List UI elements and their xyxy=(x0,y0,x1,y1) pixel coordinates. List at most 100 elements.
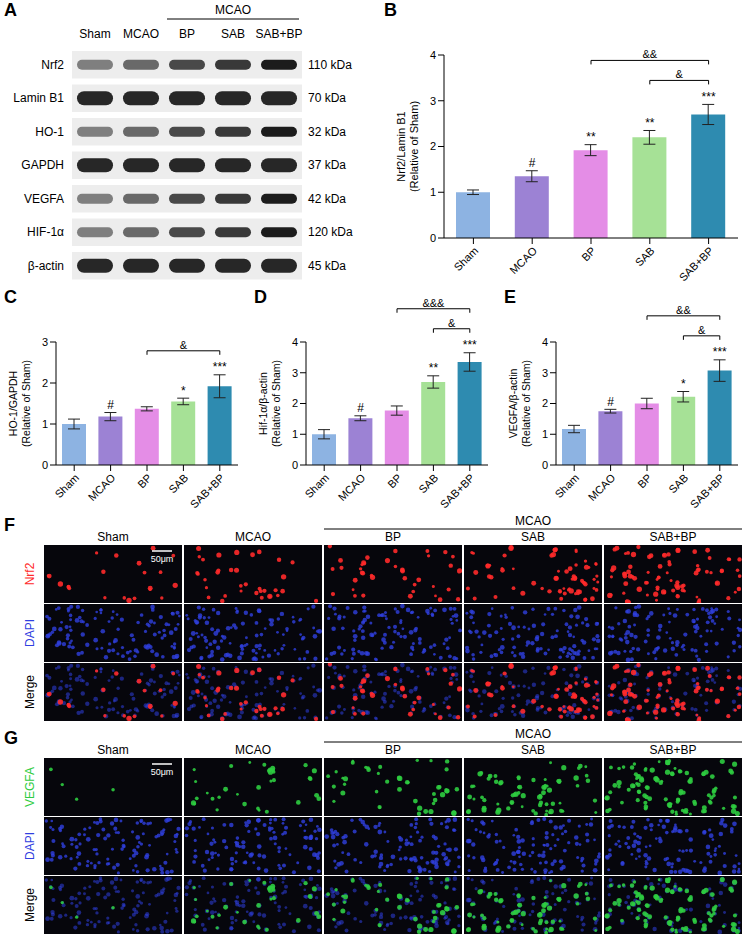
svg-text:2: 2 xyxy=(430,140,436,152)
svg-text:45 kDa: 45 kDa xyxy=(308,259,346,273)
svg-text:SAB+BP: SAB+BP xyxy=(649,743,696,757)
svg-text:F: F xyxy=(4,515,15,535)
svg-text:BP: BP xyxy=(635,471,654,490)
svg-text:120 kDa: 120 kDa xyxy=(308,225,353,239)
svg-text:β-actin: β-actin xyxy=(28,259,64,273)
svg-text:MCAO: MCAO xyxy=(235,743,271,757)
svg-text:BP: BP xyxy=(385,530,401,544)
svg-text:32 kDa: 32 kDa xyxy=(308,125,346,139)
svg-text:1: 1 xyxy=(42,418,48,430)
svg-text:(Relative of Sham): (Relative of Sham) xyxy=(20,360,32,447)
svg-text:3: 3 xyxy=(292,367,298,379)
svg-text:2: 2 xyxy=(292,397,298,409)
svg-text:(Relative of Sham): (Relative of Sham) xyxy=(270,360,282,447)
svg-text:Sham: Sham xyxy=(302,471,331,500)
svg-text:HO-1: HO-1 xyxy=(35,125,64,139)
svg-text:***: *** xyxy=(463,338,477,352)
svg-text:**: ** xyxy=(586,130,596,144)
svg-text:SAB: SAB xyxy=(416,471,440,495)
svg-text:(Relative of Sham): (Relative of Sham) xyxy=(408,101,420,192)
svg-text:MCAO: MCAO xyxy=(515,728,551,741)
svg-text:**: ** xyxy=(429,361,439,375)
svg-text:Sham: Sham xyxy=(97,530,128,544)
svg-text:SAB+BP: SAB+BP xyxy=(188,471,227,510)
svg-text:1: 1 xyxy=(542,428,548,440)
svg-text:MCAO: MCAO xyxy=(215,3,251,17)
svg-text:37 kDa: 37 kDa xyxy=(308,158,346,172)
svg-text:1: 1 xyxy=(292,428,298,440)
svg-text:50μm: 50μm xyxy=(151,554,174,564)
svg-text:SAB+BP: SAB+BP xyxy=(438,471,477,510)
svg-text:VEGFA: VEGFA xyxy=(24,192,64,206)
svg-text:BP: BP xyxy=(579,244,598,263)
svg-text:BP: BP xyxy=(135,471,154,490)
svg-text:&: & xyxy=(448,317,456,329)
svg-text:HO-1/GAPDH: HO-1/GAPDH xyxy=(7,371,19,436)
svg-text:SAB+BP: SAB+BP xyxy=(677,244,716,283)
svg-text:4: 4 xyxy=(542,336,548,348)
svg-text:***: *** xyxy=(213,360,227,374)
svg-text:**: ** xyxy=(645,116,655,130)
svg-text:BP: BP xyxy=(385,743,401,757)
svg-text:*: * xyxy=(181,384,186,398)
svg-text:MCAO: MCAO xyxy=(123,27,159,41)
svg-text:0: 0 xyxy=(42,459,48,471)
svg-text:2: 2 xyxy=(542,397,548,409)
svg-text:*: * xyxy=(681,377,686,391)
svg-text:G: G xyxy=(4,728,18,748)
svg-text:VEGFA/β-actin: VEGFA/β-actin xyxy=(507,369,519,439)
svg-text:Nrf2: Nrf2 xyxy=(41,58,64,72)
svg-text:BP: BP xyxy=(385,471,404,490)
svg-text:***: *** xyxy=(713,345,727,359)
svg-text:BP: BP xyxy=(179,27,195,41)
svg-text:&: & xyxy=(676,68,684,80)
svg-text:&: & xyxy=(180,339,188,351)
svg-text:&&&: &&& xyxy=(422,297,445,309)
svg-text:Sham: Sham xyxy=(79,27,110,41)
svg-text:&&: && xyxy=(642,48,657,60)
svg-text:SAB: SAB xyxy=(633,244,657,268)
svg-text:3: 3 xyxy=(42,336,48,348)
svg-text:3: 3 xyxy=(430,95,436,107)
svg-text:(Relative of Sham): (Relative of Sham) xyxy=(520,360,532,447)
svg-text:***: *** xyxy=(702,90,716,104)
svg-text:SAB: SAB xyxy=(166,471,190,495)
svg-text:#: # xyxy=(357,401,364,415)
svg-text:1: 1 xyxy=(430,186,436,198)
svg-text:Nrf2: Nrf2 xyxy=(23,562,37,585)
svg-text:Nrf2/Lamin B1: Nrf2/Lamin B1 xyxy=(395,111,407,181)
svg-text:MCAO: MCAO xyxy=(336,471,368,503)
svg-text:Lamin B1: Lamin B1 xyxy=(13,91,64,105)
svg-text:MCAO: MCAO xyxy=(515,515,551,528)
svg-text:MCAO: MCAO xyxy=(586,471,618,503)
svg-text:Sham: Sham xyxy=(52,471,81,500)
svg-text:0: 0 xyxy=(292,459,298,471)
svg-text:42 kDa: 42 kDa xyxy=(308,192,346,206)
svg-text:VEGFA: VEGFA xyxy=(23,767,37,807)
svg-text:HIF-1α: HIF-1α xyxy=(27,225,64,239)
svg-text:MCAO: MCAO xyxy=(235,530,271,544)
svg-text:Sham: Sham xyxy=(97,743,128,757)
svg-text:Hif-1α/β-actin: Hif-1α/β-actin xyxy=(257,372,269,435)
svg-text:SAB: SAB xyxy=(666,471,690,495)
svg-text:SAB: SAB xyxy=(521,530,545,544)
svg-text:#: # xyxy=(607,395,614,409)
svg-text:&: & xyxy=(698,324,706,336)
svg-text:Sham: Sham xyxy=(552,471,581,500)
svg-text:50μm: 50μm xyxy=(151,767,174,777)
svg-text:0: 0 xyxy=(430,232,436,244)
svg-text:Sham: Sham xyxy=(452,244,481,273)
svg-text:2: 2 xyxy=(42,377,48,389)
svg-text:DAPI: DAPI xyxy=(23,619,37,647)
svg-text:MCAO: MCAO xyxy=(86,471,118,503)
svg-text:Merge: Merge xyxy=(23,888,37,922)
svg-text:Merge: Merge xyxy=(23,675,37,709)
svg-text:DAPI: DAPI xyxy=(23,832,37,860)
svg-text:SAB+BP: SAB+BP xyxy=(688,471,727,510)
svg-text:SAB+BP: SAB+BP xyxy=(649,530,696,544)
svg-text:#: # xyxy=(107,398,114,412)
svg-text:GAPDH: GAPDH xyxy=(21,158,64,172)
svg-text:4: 4 xyxy=(292,336,298,348)
svg-text:MCAO: MCAO xyxy=(507,244,539,276)
svg-text:SAB: SAB xyxy=(221,27,245,41)
